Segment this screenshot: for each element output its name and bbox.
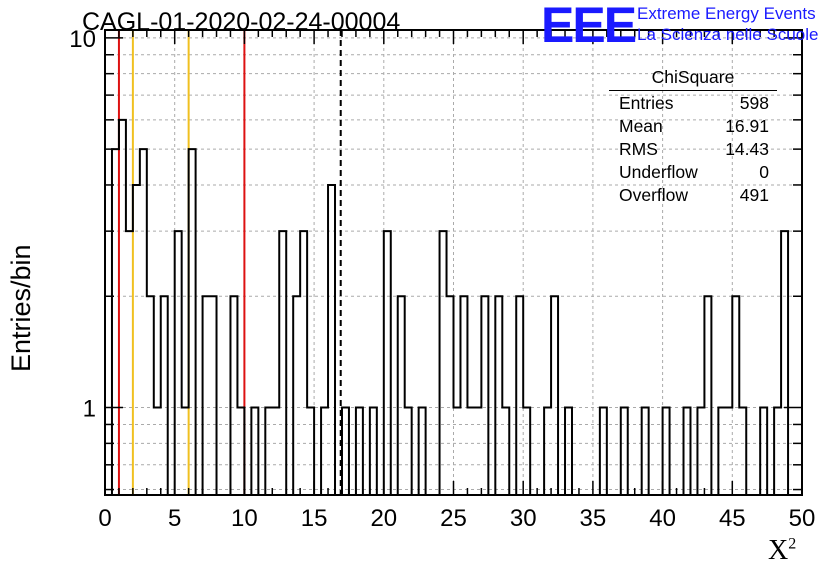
x-tick-label: 0 — [98, 505, 111, 532]
histogram-series — [110, 118, 790, 495]
stats-value: 14.43 — [725, 139, 769, 159]
x-tick-label: 45 — [719, 505, 746, 532]
logo-line2: La Scienza nelle Scuole — [637, 25, 819, 44]
stats-label: Underflow — [619, 162, 698, 182]
x-axis-label: X2 — [768, 535, 796, 567]
x-tick-label: 40 — [649, 505, 676, 532]
stats-row-overflow: Overflow 491 — [609, 184, 777, 207]
stats-label: Overflow — [619, 185, 689, 205]
stats-label: RMS — [619, 139, 658, 159]
x-tick-label: 5 — [168, 505, 181, 532]
logo-line1: Extreme Energy Events — [637, 4, 816, 23]
stats-label: Entries — [619, 93, 674, 113]
x-tick-label: 35 — [580, 505, 607, 532]
stats-box: ChiSquare Entries 598 Mean 16.91 RMS 14.… — [609, 66, 777, 207]
y-tick-label: 1 — [83, 396, 96, 423]
x-tick-label: 25 — [440, 505, 467, 532]
stats-row-mean: Mean 16.91 — [609, 115, 777, 138]
x-tick-label: 20 — [370, 505, 397, 532]
x-tick-label: 50 — [789, 505, 816, 532]
eee-logo-text: Extreme Energy Events La Scienza nelle S… — [637, 3, 818, 45]
stats-value: 0 — [759, 162, 769, 182]
y-tick-label: 10 — [69, 26, 96, 53]
stats-title: ChiSquare — [609, 66, 777, 91]
stats-row-underflow: Underflow 0 — [609, 161, 777, 184]
stats-row-rms: RMS 14.43 — [609, 138, 777, 161]
stats-row-entries: Entries 598 — [609, 92, 777, 115]
chart-title: CAGL-01-2020-02-24-00004 — [82, 8, 401, 36]
stats-value: 491 — [739, 185, 769, 205]
x-tick-label: 30 — [510, 505, 537, 532]
x-tick-label: 15 — [301, 505, 328, 532]
x-tick-label: 10 — [231, 505, 258, 532]
x-axis-label-text: X — [768, 535, 789, 566]
y-axis-label: Entries/bin — [6, 244, 36, 372]
x-axis-label-sup: 2 — [788, 535, 797, 553]
stats-value: 16.91 — [725, 116, 769, 136]
stats-label: Mean — [619, 116, 663, 136]
stats-value: 598 — [739, 93, 769, 113]
eee-logo: EEE — [541, 0, 637, 53]
